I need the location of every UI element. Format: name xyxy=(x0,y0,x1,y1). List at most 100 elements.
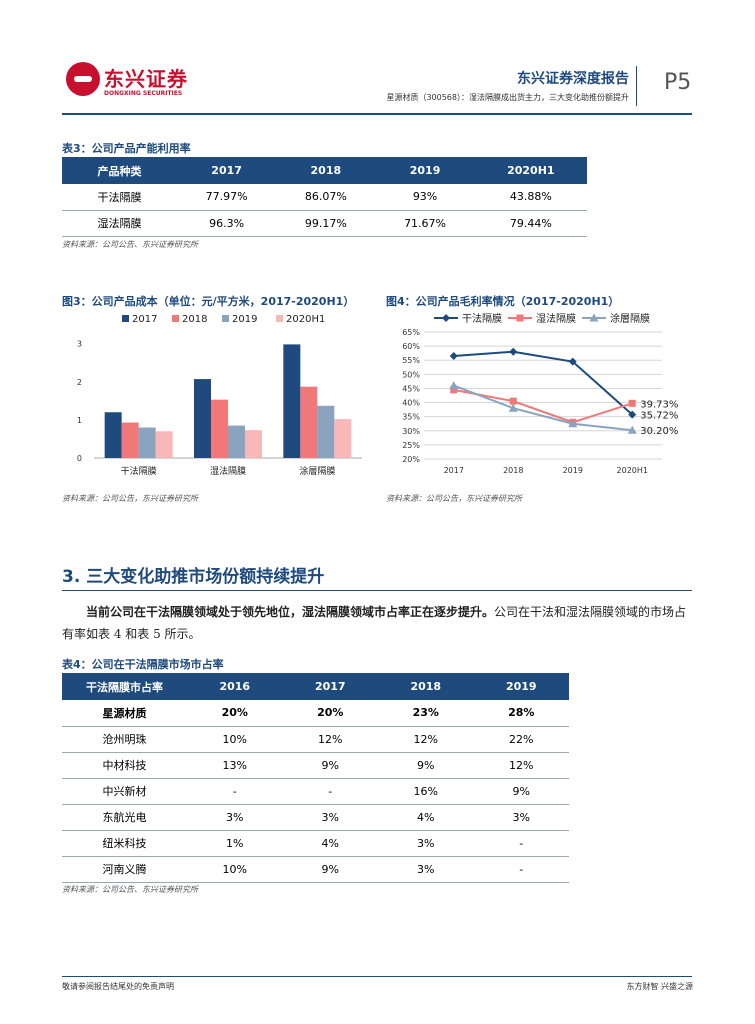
data-point xyxy=(508,403,518,412)
table-header: 2019 xyxy=(375,157,475,184)
bar xyxy=(300,386,318,458)
table-cell: 23% xyxy=(378,700,474,727)
capacity-utilization-table: 产品种类 2017 2018 2019 2020H1 干法隔膜 77.97% 86.… xyxy=(62,157,587,237)
y-tick-label: 45% xyxy=(402,384,420,393)
row-label: 星源材质 xyxy=(62,700,187,727)
table-row: 中材科技 13% 9% 9% 12% xyxy=(62,752,569,779)
table-cell: 9% xyxy=(473,778,569,805)
table-row: 湿法隔膜 96.3% 99.17% 71.67% 79.44% xyxy=(62,210,587,237)
footer-rule xyxy=(62,976,692,977)
data-point xyxy=(450,386,458,394)
y-tick-label: 0 xyxy=(77,454,82,463)
y-tick-label: 60% xyxy=(402,342,420,351)
bar xyxy=(245,430,262,458)
row-label: 中兴新材 xyxy=(62,778,187,805)
y-tick-label: 1 xyxy=(77,416,82,425)
legend-label: 2019 xyxy=(232,314,257,325)
data-label: 35.72% xyxy=(640,411,678,422)
x-tick-label: 干法隔膜 xyxy=(121,465,157,477)
table-cell: 10% xyxy=(187,726,283,753)
table-cell: - xyxy=(473,830,569,857)
table-cell: 12% xyxy=(473,752,569,779)
bar xyxy=(283,344,301,458)
table-header: 2016 xyxy=(187,673,283,700)
y-tick-label: 2 xyxy=(77,378,82,387)
chart4-caption: 图4：公司产品毛利率情况（2017-2020H1） xyxy=(386,295,620,308)
series-line xyxy=(453,350,633,416)
bar xyxy=(155,431,173,458)
legend-marker xyxy=(442,314,450,322)
data-point xyxy=(627,425,637,434)
table-cell: 28% xyxy=(473,700,569,727)
table-cell: 3% xyxy=(187,804,283,831)
footer-disclaimer: 敬请参阅报告结尾处的免责声明 xyxy=(62,982,174,991)
bar xyxy=(317,405,335,458)
table-cell: 9% xyxy=(282,752,378,779)
table-cell: 71.67% xyxy=(375,210,475,237)
legend-marker xyxy=(516,314,524,322)
section-title: 3. 三大变化助推市场份额持续提升 xyxy=(62,567,325,587)
table-cell: 3% xyxy=(282,804,378,831)
bar xyxy=(104,412,122,458)
table-cell: 93% xyxy=(375,184,475,211)
table-cell: 10% xyxy=(187,856,283,883)
y-tick-label: 50% xyxy=(402,370,420,379)
legend-swatch xyxy=(122,315,129,322)
bar xyxy=(138,427,156,458)
series-line xyxy=(453,388,633,424)
report-subtitle: 星源材质（300568）：湿法隔膜成出货主力，三大变化助推份额提升 xyxy=(386,93,629,102)
table-cell: - xyxy=(187,778,283,805)
logo-english-text: DONGXING SECURITIES xyxy=(104,90,183,97)
table-row: 星源材质 20% 20% 23% 28% xyxy=(62,700,569,727)
series-line xyxy=(453,384,633,432)
table-cell: - xyxy=(473,856,569,883)
legend-label: 涂層隔膜 xyxy=(610,312,650,325)
legend-label: 2020H1 xyxy=(286,314,325,325)
table-row: 沧州明珠 10% 12% 12% 22% xyxy=(62,726,569,753)
paragraph-text: 公司在干法和湿法隔膜领域的市场占有率如表 4 和表 5 所示。 xyxy=(62,605,687,641)
data-point xyxy=(628,410,637,419)
table-header: 2018 xyxy=(378,673,474,700)
table-row: 中兴新材 - -16% 9% xyxy=(62,778,569,805)
y-tick-label: 20% xyxy=(402,455,420,464)
table-cell: 96.3% xyxy=(177,210,277,237)
bar xyxy=(211,399,228,458)
y-tick-label: 65% xyxy=(402,328,420,337)
table-cell: 43.88% xyxy=(474,184,587,211)
row-label: 干法隔膜 xyxy=(62,184,177,211)
legend-marker xyxy=(589,313,599,322)
bar xyxy=(194,379,211,458)
legend-swatch xyxy=(222,315,229,322)
row-label: 河南义腾 xyxy=(62,856,187,883)
legend-label: 干法隔膜 xyxy=(462,312,502,325)
table3-source: 资料来源：公司公告、东兴证券研究所 xyxy=(62,240,198,249)
table-cell: 86.07% xyxy=(276,184,376,211)
data-point xyxy=(568,419,578,428)
x-tick-label: 2018 xyxy=(503,466,523,475)
page-number: P5 xyxy=(664,70,692,95)
margin-line-chart: 20% 25% 30% 35% 40% 45% 50% 55% 60% 65% 2017 2018 20… xyxy=(402,312,678,475)
legend-label: 2018 xyxy=(182,314,207,325)
data-label: 39.73% xyxy=(640,399,678,410)
table-row: 东航光电 3% 3% 4% 3% xyxy=(62,804,569,831)
y-tick-label: 25% xyxy=(402,441,420,450)
row-label: 纽米科技 xyxy=(62,830,187,857)
y-tick-label: 40% xyxy=(402,399,420,408)
market-share-table: 干法隔膜市占率 2016 2017 2018 2019 星源材质 20% 20% 23… xyxy=(62,673,569,883)
data-point xyxy=(628,399,636,407)
table-cell: - xyxy=(282,778,378,805)
table-cell: 12% xyxy=(282,726,378,753)
body-paragraph: 当前公司在干法隔膜领域处于领先地位，湿法隔膜领域市占率正在逐步提升。公司在干法和… xyxy=(62,601,694,645)
header-rule xyxy=(62,113,692,115)
table-cell: 3% xyxy=(473,804,569,831)
table4-source: 资料来源：公司公告、东兴证券研究所 xyxy=(62,885,198,894)
table-cell: 9% xyxy=(282,856,378,883)
y-tick-label: 55% xyxy=(402,356,420,365)
header-divider xyxy=(636,66,637,106)
logo-text: 东兴证券 xyxy=(104,67,188,91)
table-cell: 77.97% xyxy=(177,184,277,211)
table-row: 纽米科技 1% 4% 3% - xyxy=(62,830,569,857)
legend-label: 湿法隔膜 xyxy=(536,312,576,325)
company-logo-icon xyxy=(66,62,100,96)
bar xyxy=(334,419,352,458)
